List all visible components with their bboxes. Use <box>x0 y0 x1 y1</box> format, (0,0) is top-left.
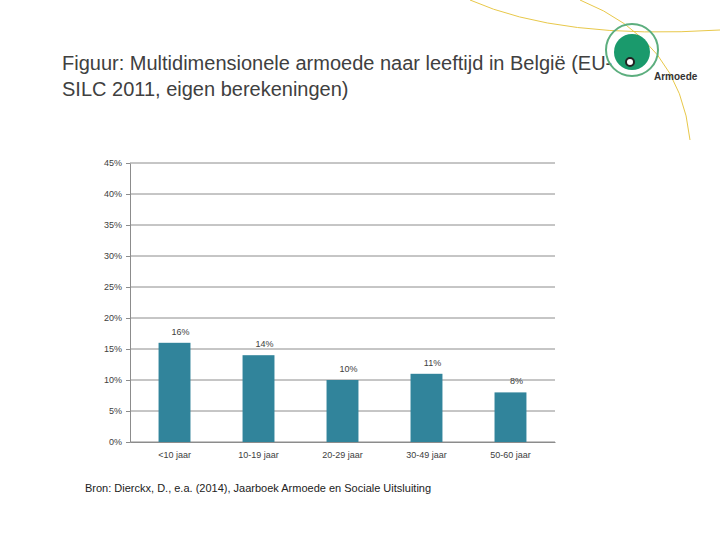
x-axis-line <box>131 442 556 443</box>
y-tick: 25% <box>104 282 130 292</box>
y-tick: 30% <box>104 251 130 261</box>
bar <box>495 392 527 442</box>
x-tick: 10-19 jaar <box>238 442 279 460</box>
y-tick-label: 15% <box>104 344 122 354</box>
logo-dot <box>626 58 634 66</box>
y-tick-label: 45% <box>104 158 122 168</box>
logo: Armoede <box>470 0 720 140</box>
grid-line <box>130 163 555 164</box>
y-tick: 5% <box>109 406 130 416</box>
y-tick-label: 35% <box>104 220 122 230</box>
chart-title: Figuur: Multidimensionele armoede naar l… <box>62 50 642 102</box>
logo-arc <box>470 0 720 32</box>
y-tick: 10% <box>104 375 130 385</box>
y-tick: 45% <box>104 158 130 168</box>
y-tick-mark <box>126 194 130 195</box>
bar <box>411 374 443 442</box>
grid-line <box>130 318 555 319</box>
grid-line <box>130 194 555 195</box>
y-tick: 35% <box>104 220 130 230</box>
chart-canvas: Armoede 0% 5% 10% 15% 20% 25% 30% 35% 40% 45% <10 j… <box>0 0 720 540</box>
y-tick: 0% <box>109 437 130 447</box>
y-tick-mark <box>126 225 130 226</box>
grid-line <box>130 287 555 288</box>
logo-ring <box>606 24 658 76</box>
y-tick-mark <box>126 318 130 319</box>
x-tick: 20-29 jaar <box>322 442 363 460</box>
x-tick-label: 30-49 jaar <box>406 450 447 460</box>
x-tick: 50-60 jaar <box>490 442 531 460</box>
grid-line <box>130 349 555 350</box>
logo-text: Armoede <box>654 71 698 82</box>
y-tick-label: 30% <box>104 251 122 261</box>
bar <box>327 380 359 442</box>
y-tick-mark <box>126 256 130 257</box>
grid-line <box>130 256 555 257</box>
bars <box>159 343 527 442</box>
logo-arc <box>580 0 690 140</box>
bar <box>243 355 275 442</box>
y-axis-line <box>130 164 131 443</box>
y-tick-mark <box>126 380 130 381</box>
y-tick-mark <box>126 411 130 412</box>
x-tick-label: 20-29 jaar <box>322 450 363 460</box>
y-tick-label: 10% <box>104 375 122 385</box>
y-tick: 40% <box>104 189 130 199</box>
x-tick: 30-49 jaar <box>406 442 447 460</box>
grid-line <box>130 225 555 226</box>
y-tick-mark <box>126 442 130 443</box>
data-labels: 16% 14% 10% 11% 8% <box>172 327 523 387</box>
x-tick-label: 10-19 jaar <box>238 450 279 460</box>
y-tick-mark <box>126 287 130 288</box>
y-tick: 20% <box>104 313 130 323</box>
y-tick-label: 0% <box>109 437 122 447</box>
data-label: 10% <box>339 364 357 374</box>
data-label: 11% <box>424 358 441 368</box>
x-axis: <10 jaar 10-19 jaar 20-29 jaar 30-49 jaar 50… <box>131 442 556 460</box>
logo-disc <box>614 34 650 70</box>
source-note: Bron: Dierckx, D., e.a. (2014), Jaarboek… <box>85 482 431 494</box>
data-label: 16% <box>172 327 190 337</box>
y-tick-label: 40% <box>104 189 122 199</box>
y-tick-label: 25% <box>104 282 122 292</box>
y-axis: 0% 5% 10% 15% 20% 25% 30% 35% 40% 45% <box>104 158 131 447</box>
grid <box>130 163 555 442</box>
y-tick-label: 5% <box>109 406 122 416</box>
data-label: 14% <box>256 339 274 349</box>
x-tick-label: 50-60 jaar <box>490 450 531 460</box>
bar <box>159 343 191 442</box>
y-tick-mark <box>126 163 130 164</box>
y-tick-label: 20% <box>104 313 122 323</box>
x-tick: <10 jaar <box>158 442 191 460</box>
y-tick-mark <box>126 349 130 350</box>
data-label: 8% <box>510 376 523 386</box>
x-tick-label: <10 jaar <box>158 450 191 460</box>
y-tick: 15% <box>104 344 130 354</box>
